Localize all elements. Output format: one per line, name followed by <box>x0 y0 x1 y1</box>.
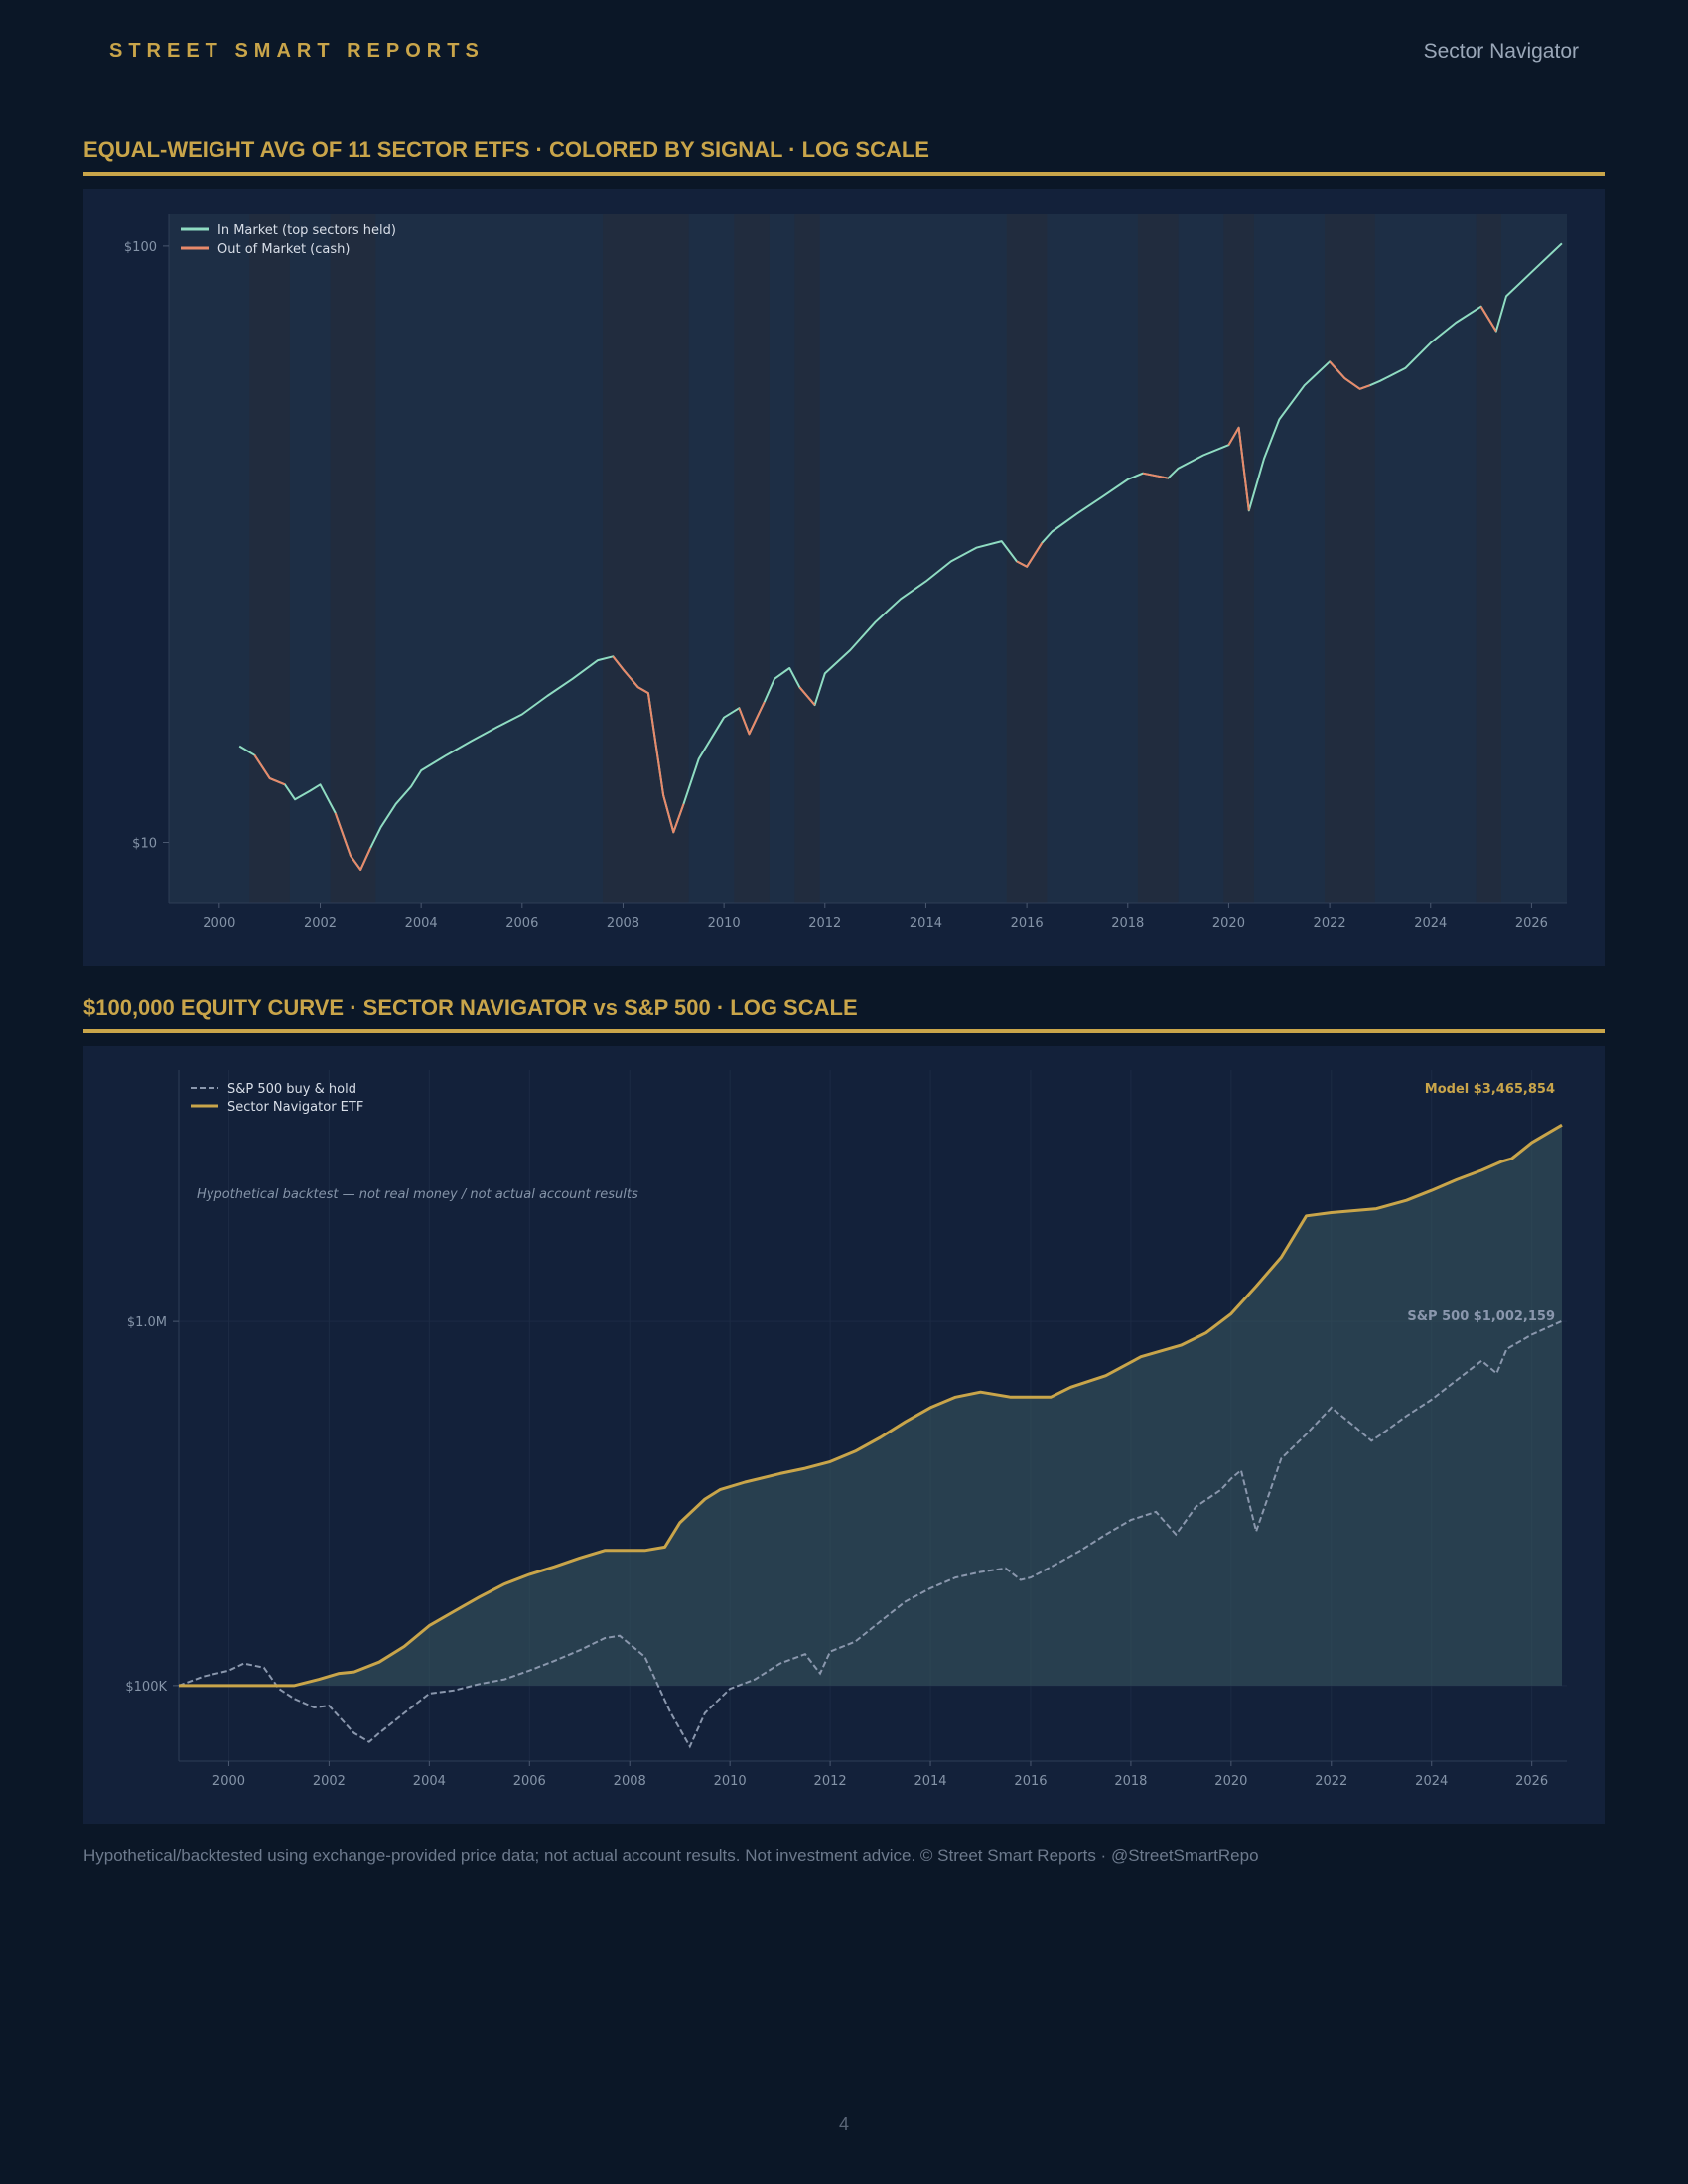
chart2-x-tick-label: 2022 <box>1315 1774 1347 1789</box>
chart1-x-tick-label: 2016 <box>1011 916 1044 931</box>
chart1-x-tick-label: 2010 <box>708 916 741 931</box>
page-number: 4 <box>838 2115 849 2134</box>
legend-sp500-label: S&P 500 buy & hold <box>227 1082 356 1097</box>
disclaimer-footer: Hypothetical/backtested using exchange-p… <box>83 1846 1259 1865</box>
chart1-x-tick-label: 2002 <box>304 916 337 931</box>
outperformance-fill <box>179 1125 1562 1686</box>
chart1-panel: 2000 2002 2004 2006 2008 2010 2012 2014 2016 2018… <box>83 189 1605 966</box>
chart1-x-tick-label: 2018 <box>1111 916 1144 931</box>
legend-model-label: Sector Navigator ETF <box>227 1100 363 1115</box>
out-of-market-segment <box>1227 426 1250 511</box>
chart2-y-tick-label: $100K <box>125 1680 167 1695</box>
chart2-x-tick-label: 2024 <box>1415 1774 1448 1789</box>
brand-logo: STREET SMART REPORTS <box>109 40 485 62</box>
out-of-market-segment <box>1142 472 1169 479</box>
sp500-line <box>178 1319 1563 1749</box>
sector-navigator-line <box>179 1123 1563 1688</box>
chart1-x-tick-label: 2012 <box>808 916 841 931</box>
chart2-panel: 2000 2002 2004 2006 2008 2010 2012 2014 2016 2018… <box>83 1046 1605 1824</box>
cash-period-band <box>1325 214 1375 903</box>
chart2-x-tick-label: 2002 <box>313 1774 346 1789</box>
chart2-title: $100,000 EQUITY CURVE · SECTOR NAVIGATOR… <box>83 995 1605 1033</box>
chart1-x-tick-label: 2004 <box>405 916 438 931</box>
chart1-x-tick-label: 2000 <box>203 916 235 931</box>
out-of-market-segment <box>738 701 766 736</box>
sp500-end-label: S&P 500 $1,002,159 <box>1407 1309 1555 1324</box>
chart1-y-tick-label: $10 <box>132 837 157 852</box>
cash-period-band <box>603 214 689 903</box>
product-name: Sector Navigator <box>1423 40 1579 63</box>
chart1-title: EQUAL-WEIGHT AVG OF 11 SECTOR ETFS · COL… <box>83 137 1605 176</box>
chart1-x-tick-label: 2014 <box>910 916 942 931</box>
chart2-x-tick-label: 2010 <box>714 1774 747 1789</box>
out-of-market-segment <box>253 754 286 786</box>
chart2-x-tick-label: 2014 <box>914 1774 946 1789</box>
cash-period-band <box>1006 214 1048 903</box>
backtest-annotation: Hypothetical backtest — not real money /… <box>197 1187 638 1202</box>
chart2-x-tick-label: 2020 <box>1214 1774 1247 1789</box>
chart1-x-tick-label: 2006 <box>505 916 538 931</box>
chart2-x-tick-label: 2000 <box>212 1774 245 1789</box>
cash-period-band <box>1223 214 1254 903</box>
chart2-x-tick-label: 2008 <box>614 1774 646 1789</box>
chart2-x-tick-label: 2026 <box>1515 1774 1548 1789</box>
out-of-market-segment <box>1016 542 1044 568</box>
legend-out-market-label: Out of Market (cash) <box>217 242 350 257</box>
chart2-x-tick-label: 2006 <box>513 1774 546 1789</box>
chart1-x-tick-label: 2008 <box>607 916 639 931</box>
model-end-label: Model $3,465,854 <box>1425 1082 1555 1097</box>
chart1-y-tick-label: $100 <box>124 240 157 255</box>
out-of-market-segment <box>1329 360 1371 390</box>
cash-period-band <box>734 214 770 903</box>
out-of-market-segment <box>1479 306 1497 333</box>
cash-period-band <box>794 214 820 903</box>
out-of-market-segment <box>612 655 685 834</box>
chart2-x-tick-label: 2004 <box>413 1774 446 1789</box>
chart1-x-tick-label: 2022 <box>1314 916 1346 931</box>
cash-period-band <box>1137 214 1179 903</box>
chart2-x-tick-label: 2012 <box>814 1774 847 1789</box>
chart2-svg: 2000 2002 2004 2006 2008 2010 2012 2014 2016 2018… <box>125 1070 1567 1789</box>
chart2-x-tick-label: 2018 <box>1114 1774 1147 1789</box>
chart2-y-tick-label: $1.0M <box>127 1315 167 1330</box>
chart1-x-tick-label: 2020 <box>1212 916 1245 931</box>
chart2-x-tick-label: 2016 <box>1014 1774 1047 1789</box>
chart1-svg: 2000 2002 2004 2006 2008 2010 2012 2014 2016 2018… <box>124 214 1567 931</box>
cash-period-band <box>330 214 376 903</box>
chart1-x-tick-label: 2026 <box>1515 916 1548 931</box>
out-of-market-segment <box>798 686 816 706</box>
cash-period-band <box>249 214 290 903</box>
legend-in-market-label: In Market (top sectors held) <box>217 223 396 238</box>
out-of-market-segment <box>334 812 372 871</box>
chart1-x-tick-label: 2024 <box>1414 916 1447 931</box>
